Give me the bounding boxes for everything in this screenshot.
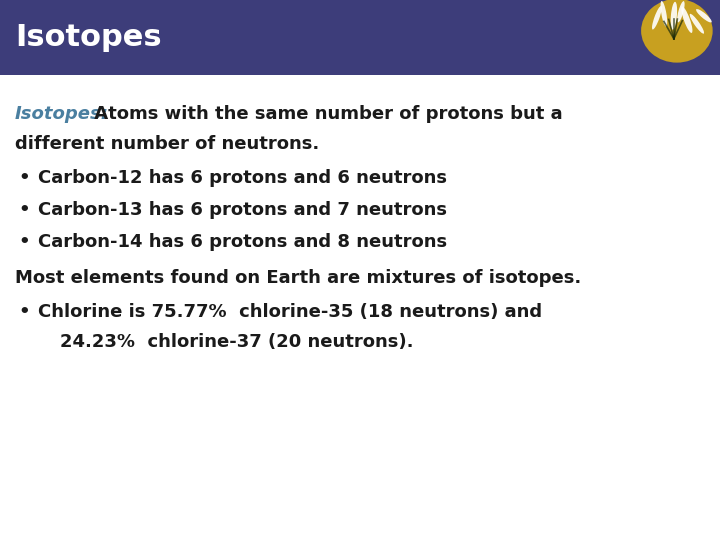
Ellipse shape bbox=[652, 6, 662, 30]
Text: Most elements found on Earth are mixtures of isotopes.: Most elements found on Earth are mixture… bbox=[15, 269, 581, 287]
Ellipse shape bbox=[690, 14, 704, 33]
Text: Carbon-12 has 6 protons and 6 neutrons: Carbon-12 has 6 protons and 6 neutrons bbox=[38, 169, 447, 187]
Text: •: • bbox=[18, 303, 30, 321]
FancyBboxPatch shape bbox=[618, 0, 720, 75]
Ellipse shape bbox=[641, 0, 713, 63]
Text: Atoms with the same number of protons but a: Atoms with the same number of protons bu… bbox=[88, 105, 562, 123]
Text: Chlorine is 75.77%  chlorine-35 (18 neutrons) and: Chlorine is 75.77% chlorine-35 (18 neutr… bbox=[38, 303, 542, 321]
Text: •: • bbox=[18, 233, 30, 251]
Ellipse shape bbox=[677, 1, 685, 22]
Text: Carbon-14 has 6 protons and 8 neutrons: Carbon-14 has 6 protons and 8 neutrons bbox=[38, 233, 447, 251]
FancyBboxPatch shape bbox=[618, 0, 720, 75]
FancyBboxPatch shape bbox=[0, 0, 720, 75]
Text: Carbon-13 has 6 protons and 7 neutrons: Carbon-13 has 6 protons and 7 neutrons bbox=[38, 201, 447, 219]
Ellipse shape bbox=[670, 2, 677, 30]
Text: •: • bbox=[18, 169, 30, 187]
Text: •: • bbox=[18, 201, 30, 219]
Ellipse shape bbox=[660, 1, 667, 26]
Text: 24.23%  chlorine-37 (20 neutrons).: 24.23% chlorine-37 (20 neutrons). bbox=[60, 333, 413, 351]
Ellipse shape bbox=[681, 6, 693, 33]
Text: different number of neutrons.: different number of neutrons. bbox=[15, 135, 319, 153]
Text: Isotopes:: Isotopes: bbox=[15, 105, 109, 123]
Text: Isotopes: Isotopes bbox=[15, 23, 161, 52]
Ellipse shape bbox=[696, 9, 711, 23]
